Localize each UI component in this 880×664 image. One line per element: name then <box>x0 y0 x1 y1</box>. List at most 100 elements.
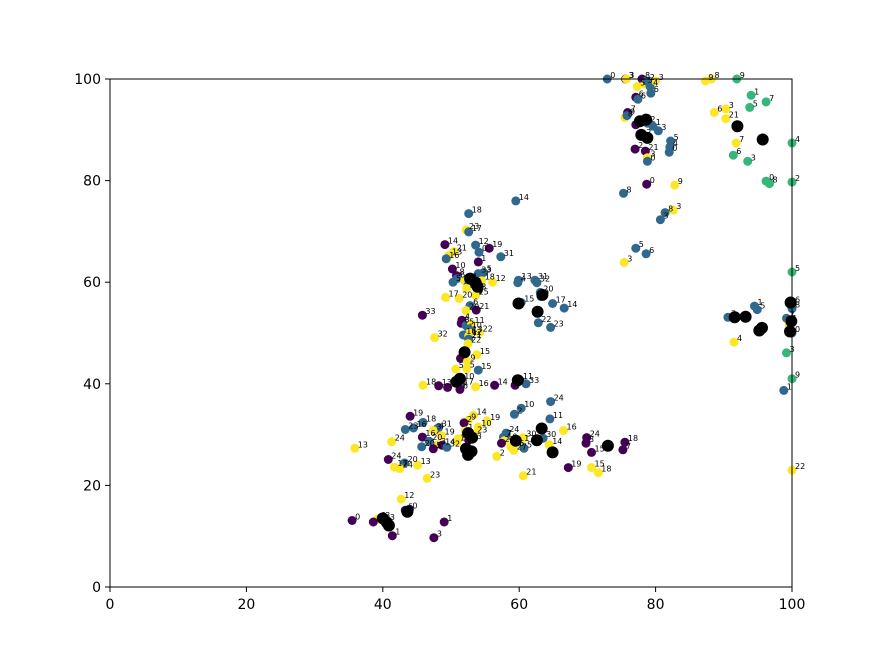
point-label: 32 <box>450 439 460 448</box>
point-label: 6 <box>649 246 654 255</box>
point-label: 9 <box>678 177 683 186</box>
point-label: 3 <box>729 101 734 110</box>
point-label: 4 <box>795 135 800 144</box>
point-label: 6 <box>641 91 646 100</box>
data-point <box>488 277 498 287</box>
data-point <box>548 299 558 308</box>
data-point <box>509 409 519 419</box>
y-tick-label: 60 <box>83 275 101 291</box>
cluster-center-point <box>530 434 543 447</box>
point-label: 7 <box>731 309 736 318</box>
point-label: 33 <box>529 376 539 385</box>
point-label: 24 <box>554 394 564 403</box>
point-label: 4 <box>737 334 742 343</box>
point-label: 14 <box>498 377 508 386</box>
point-label: 3 <box>751 153 756 162</box>
data-point <box>350 443 360 453</box>
point-label: 21 <box>526 468 536 477</box>
data-point <box>430 333 440 343</box>
point-label: 19 <box>492 240 502 249</box>
point-label: 11 <box>523 372 533 381</box>
point-label: 8 <box>668 205 673 214</box>
data-points <box>347 74 798 543</box>
point-label: 8 <box>715 71 720 80</box>
point-label: 24 <box>403 461 413 470</box>
data-point <box>765 179 774 189</box>
point-label: 5 <box>527 440 532 449</box>
data-point <box>533 318 543 328</box>
point-label: 0 <box>412 501 417 510</box>
point-label: 12 <box>472 328 482 337</box>
point-label: 5 <box>470 361 475 370</box>
point-label: 5 <box>639 240 644 249</box>
point-label: 5 <box>674 133 679 142</box>
point-label: 8 <box>645 71 650 80</box>
data-point <box>387 437 397 447</box>
data-point <box>618 445 628 455</box>
cluster-center-point <box>756 133 769 146</box>
point-label: 18 <box>485 273 495 282</box>
point-label: 22 <box>471 336 481 345</box>
point-label: 4 <box>465 312 470 321</box>
point-label: 16 <box>479 379 489 388</box>
point-label: 9 <box>471 412 476 421</box>
data-point <box>417 442 427 452</box>
point-label: 3 <box>661 123 666 132</box>
data-point <box>484 243 494 253</box>
point-label: 6 <box>717 105 722 114</box>
data-point <box>622 111 632 121</box>
data-point <box>479 268 489 277</box>
point-label: 13 <box>442 378 452 387</box>
point-label: 9 <box>544 288 549 297</box>
point-label: 6 <box>736 147 741 156</box>
y-axis: 0 20 40 60 80 100 <box>74 72 110 596</box>
cluster-center-point <box>784 296 797 309</box>
point-label: 9 <box>630 108 635 117</box>
data-point <box>660 208 670 218</box>
y-tick-label: 100 <box>74 72 101 88</box>
point-label: 21 <box>479 302 489 311</box>
data-point <box>532 278 542 288</box>
point-label: 19 <box>571 460 581 469</box>
point-label: 5 <box>487 265 492 274</box>
data-point <box>752 305 762 315</box>
point-label: 0 <box>769 173 774 182</box>
x-tick-label: 0 <box>106 597 115 613</box>
data-point <box>745 102 755 112</box>
point-label: 14 <box>519 193 529 202</box>
point-label: 7 <box>507 429 512 438</box>
point-label: 17 <box>464 377 474 386</box>
point-label: 14 <box>445 437 455 446</box>
point-label: 32 <box>438 330 448 339</box>
data-point <box>653 126 663 136</box>
point-label: 21 <box>472 331 482 340</box>
point-label: 18 <box>472 206 482 215</box>
point-label: 1 <box>639 117 644 126</box>
cluster-center-point <box>453 372 466 385</box>
point-label: 3 <box>390 513 395 522</box>
point-label: 3 <box>481 282 486 291</box>
point-label: 8 <box>628 110 633 119</box>
point-label: 6 <box>463 381 468 390</box>
data-point <box>492 451 502 461</box>
x-axis: 0 20 40 60 80 100 <box>106 587 805 613</box>
data-point <box>475 328 485 337</box>
cluster-center-point <box>511 374 524 387</box>
point-label: 6 <box>654 85 659 94</box>
point-label: 19 <box>451 379 461 388</box>
data-point <box>645 82 655 92</box>
point-label: 20 <box>469 303 479 312</box>
point-label: 15 <box>524 295 534 304</box>
point-label: 19 <box>413 408 423 417</box>
point-label: 18 <box>628 434 638 443</box>
data-point <box>518 471 528 481</box>
point-label: 3 <box>676 202 681 211</box>
point-label: 6 <box>639 89 644 98</box>
point-label: 3 <box>436 423 441 432</box>
point-label: 2 <box>638 141 643 150</box>
point-label: 7 <box>631 105 636 114</box>
y-tick-label: 80 <box>83 174 101 190</box>
point-label: 33 <box>481 266 491 275</box>
